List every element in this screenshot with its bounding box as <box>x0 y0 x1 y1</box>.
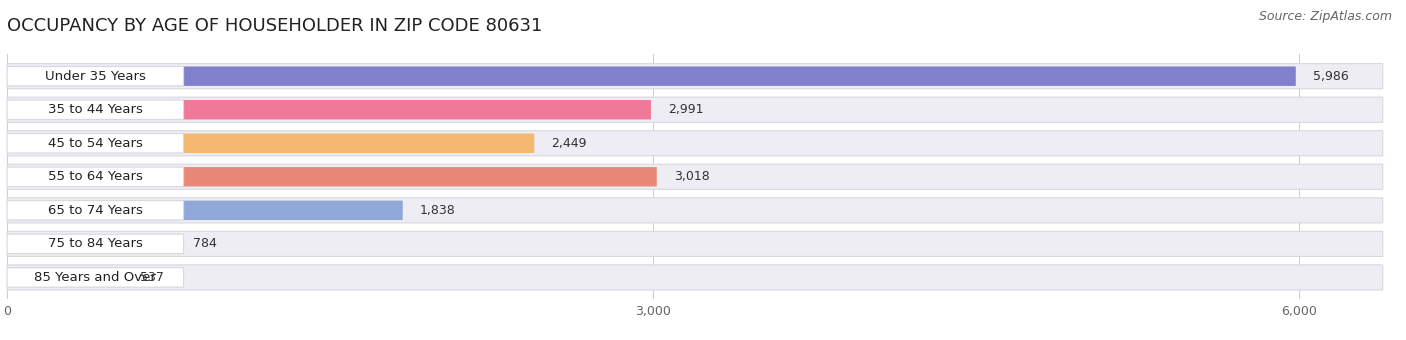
FancyBboxPatch shape <box>7 198 1382 223</box>
Text: 75 to 84 Years: 75 to 84 Years <box>48 237 143 250</box>
FancyBboxPatch shape <box>7 134 184 153</box>
FancyBboxPatch shape <box>7 268 184 287</box>
Text: Source: ZipAtlas.com: Source: ZipAtlas.com <box>1258 10 1392 23</box>
FancyBboxPatch shape <box>7 67 184 86</box>
Text: 784: 784 <box>193 237 217 250</box>
FancyBboxPatch shape <box>7 100 651 119</box>
Text: 85 Years and Over: 85 Years and Over <box>34 271 156 284</box>
Text: 65 to 74 Years: 65 to 74 Years <box>48 204 143 217</box>
FancyBboxPatch shape <box>7 164 1382 189</box>
Text: 3,018: 3,018 <box>673 170 710 183</box>
Text: 1,838: 1,838 <box>420 204 456 217</box>
FancyBboxPatch shape <box>7 131 1382 156</box>
FancyBboxPatch shape <box>7 134 534 153</box>
Text: 537: 537 <box>139 271 163 284</box>
FancyBboxPatch shape <box>7 67 1296 86</box>
Text: OCCUPANCY BY AGE OF HOUSEHOLDER IN ZIP CODE 80631: OCCUPANCY BY AGE OF HOUSEHOLDER IN ZIP C… <box>7 17 543 35</box>
Text: 2,449: 2,449 <box>551 137 588 150</box>
FancyBboxPatch shape <box>7 268 122 287</box>
FancyBboxPatch shape <box>7 97 1382 122</box>
Text: 2,991: 2,991 <box>668 103 703 116</box>
FancyBboxPatch shape <box>7 234 176 254</box>
Text: 45 to 54 Years: 45 to 54 Years <box>48 137 143 150</box>
Text: 35 to 44 Years: 35 to 44 Years <box>48 103 143 116</box>
FancyBboxPatch shape <box>7 201 184 220</box>
FancyBboxPatch shape <box>7 201 402 220</box>
FancyBboxPatch shape <box>7 231 1382 256</box>
FancyBboxPatch shape <box>7 234 184 254</box>
FancyBboxPatch shape <box>7 100 184 119</box>
FancyBboxPatch shape <box>7 64 1382 89</box>
Text: 55 to 64 Years: 55 to 64 Years <box>48 170 143 183</box>
FancyBboxPatch shape <box>7 265 1382 290</box>
FancyBboxPatch shape <box>7 167 184 187</box>
Text: 5,986: 5,986 <box>1313 70 1348 83</box>
Text: Under 35 Years: Under 35 Years <box>45 70 146 83</box>
FancyBboxPatch shape <box>7 167 657 187</box>
